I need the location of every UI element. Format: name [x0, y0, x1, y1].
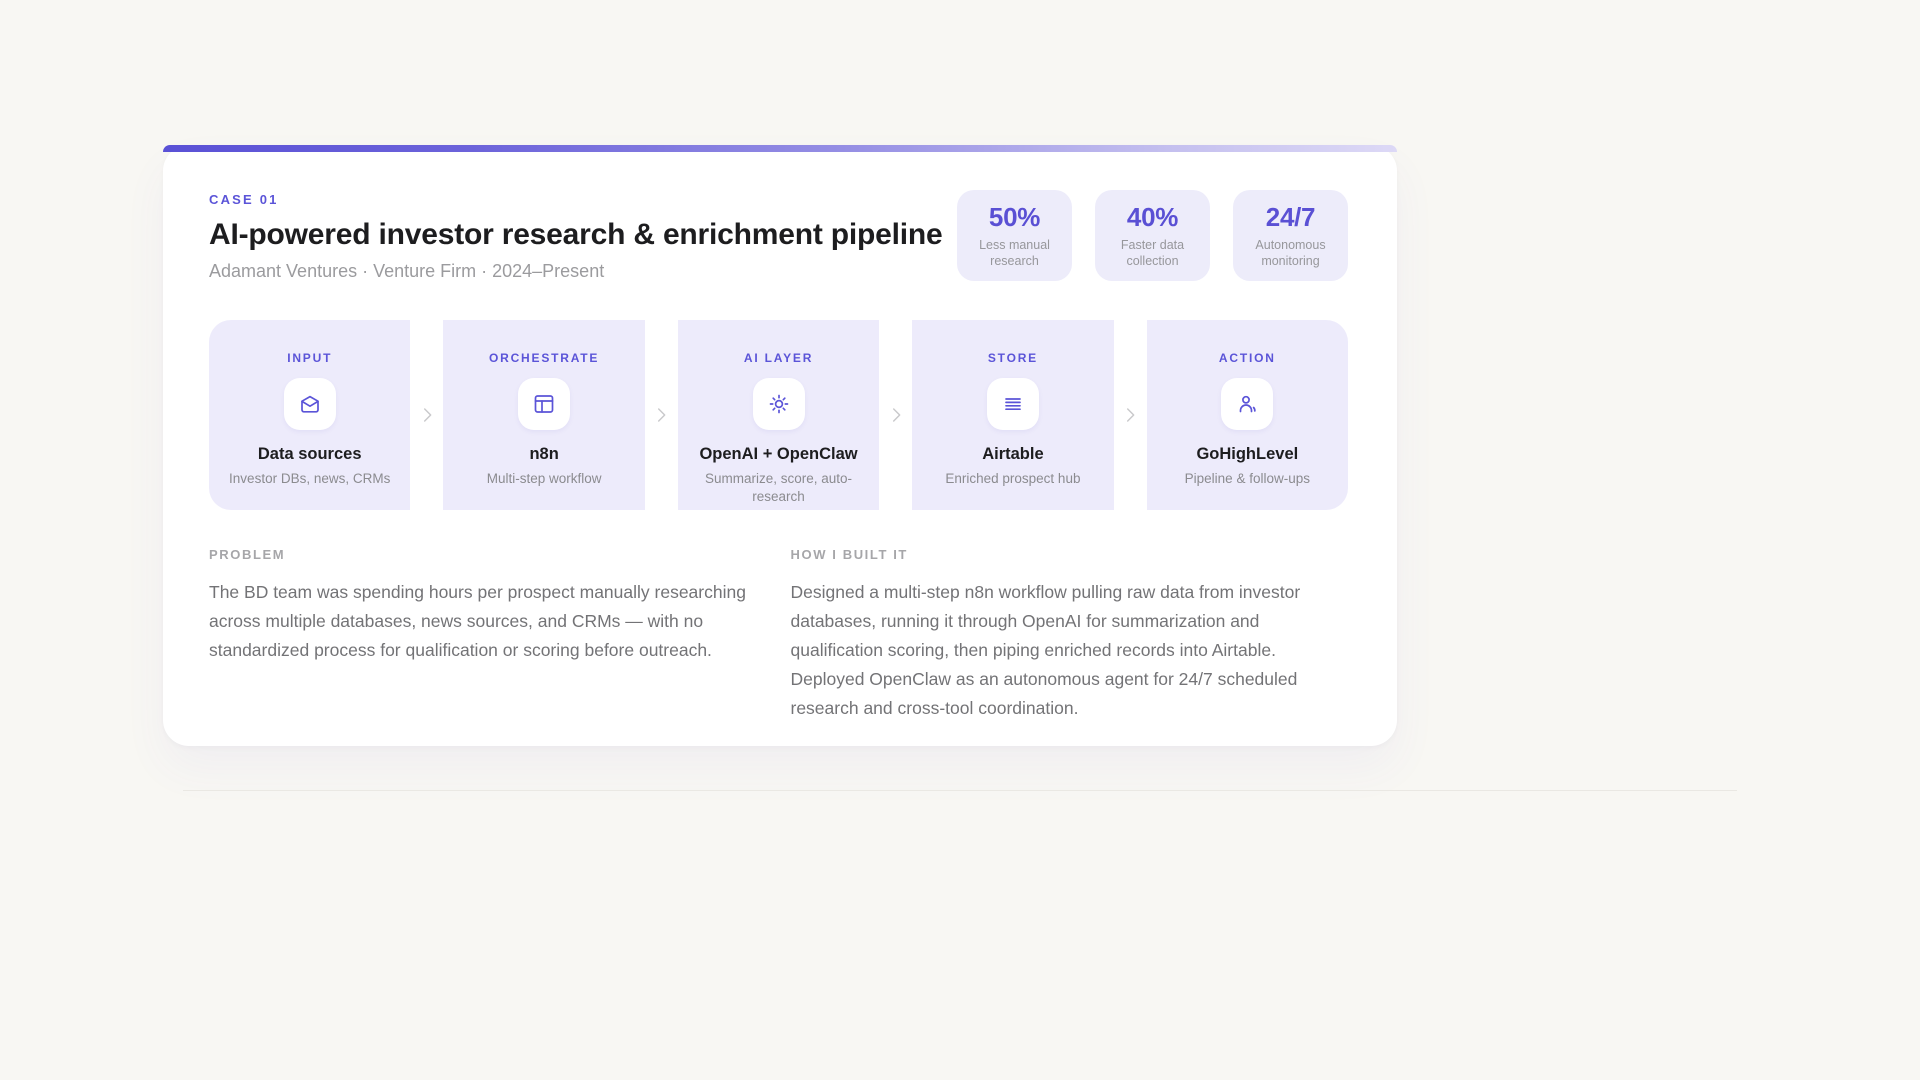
- stat-label: Faster data collection: [1120, 237, 1185, 268]
- case-number-label: CASE 01: [209, 192, 279, 207]
- chevron-right-icon: [410, 320, 443, 510]
- stat-card: 40% Faster data collection: [1095, 190, 1210, 281]
- section-divider: [183, 790, 1737, 791]
- stat-value: 40%: [1126, 201, 1179, 232]
- pipeline-stage-card: ACTION GoHighLevel Pipeline & follow-ups: [1146, 320, 1349, 510]
- stage-tool-name: Data sources: [257, 445, 362, 463]
- mail-open-icon: [283, 378, 336, 430]
- stat-label: Autonomous monitoring: [1255, 237, 1326, 268]
- card-header: CASE 01 AI-powered investor research & e…: [209, 190, 1348, 282]
- stat-value: 24/7: [1265, 201, 1316, 232]
- sun-icon: [752, 378, 805, 430]
- stage-tool-name: GoHighLevel: [1196, 445, 1299, 463]
- stage-label: ACTION: [1218, 351, 1276, 365]
- detail-sections: PROBLEM The BD team was spending hours pe…: [209, 547, 1348, 723]
- section-body: The BD team was spending hours per prosp…: [209, 582, 746, 661]
- stage-description: Enriched prospect hub: [945, 471, 1081, 486]
- pipeline-flow: INPUT Data sources Investor DBs, news, CRM…: [209, 320, 1349, 510]
- table-icon: [518, 378, 571, 430]
- stage-label: INPUT: [287, 351, 333, 365]
- detail-section: HOW I BUILT IT Designed a multi-step n8n …: [791, 547, 1349, 723]
- stage-tool-name: Airtable: [982, 445, 1044, 463]
- section-heading: PROBLEM: [209, 547, 286, 562]
- stage-tool-name: OpenAI + OpenClaw: [699, 445, 858, 463]
- person-icon: [1221, 378, 1274, 430]
- stat-card: 24/7 Autonomous monitoring: [1233, 190, 1348, 281]
- stage-tool-name: n8n: [529, 445, 559, 463]
- stage-description: Investor DBs, news, CRMs: [229, 471, 391, 486]
- pipeline-stage-card: ORCHESTRATE n8n Multi-step workflow: [443, 320, 645, 510]
- stage-description: Multi-step workflow: [486, 471, 602, 486]
- case-study-card: CASE 01 AI-powered investor research & e…: [163, 145, 1397, 746]
- stat-label: Less manual research: [979, 237, 1050, 268]
- chevron-right-icon: [1114, 320, 1147, 510]
- detail-section: PROBLEM The BD team was spending hours pe…: [209, 547, 767, 723]
- stat-value: 50%: [988, 201, 1041, 232]
- pipeline-stage-card: AI LAYER OpenAI + OpenClaw Summarize, scor…: [677, 320, 880, 510]
- header-text-block: CASE 01 AI-powered investor research & e…: [209, 192, 943, 282]
- stage-description: Summarize, score, auto-research: [704, 471, 853, 505]
- section-heading: HOW I BUILT IT: [790, 547, 908, 562]
- stage-label: ORCHESTRATE: [488, 351, 600, 365]
- pipeline-stage-card: INPUT Data sources Investor DBs, news, CRM…: [209, 320, 411, 510]
- rows-icon: [986, 378, 1039, 430]
- client-subtitle: Adamant Ventures · Venture Firm · 2024–P…: [209, 261, 605, 281]
- stage-label: AI LAYER: [743, 351, 814, 365]
- stage-label: STORE: [987, 351, 1038, 365]
- chevron-right-icon: [645, 320, 678, 510]
- section-body: Designed a multi-step n8n workflow pulli…: [790, 582, 1301, 719]
- stat-card: 50% Less manual research: [957, 190, 1072, 281]
- chevron-right-icon: [879, 320, 912, 510]
- pipeline-stage-card: STORE Airtable Enriched prospect hub: [912, 320, 1114, 510]
- page-title: AI-powered investor research & enrichmen…: [209, 218, 943, 251]
- stage-description: Pipeline & follow-ups: [1184, 471, 1310, 486]
- stats-row: 50% Less manual research 40% Faster data co…: [957, 190, 1348, 281]
- accent-gradient-bar: [163, 145, 1397, 152]
